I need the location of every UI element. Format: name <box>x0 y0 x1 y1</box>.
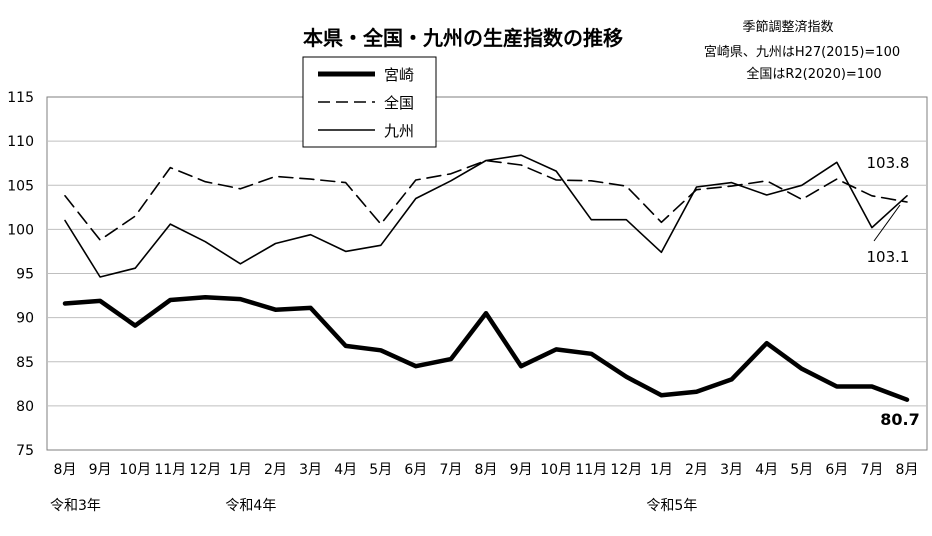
chart-note-2: 宮崎県、九州はH27(2015)=100 <box>704 44 900 60</box>
series-kyushu <box>64 154 908 278</box>
x-tick-label: 2月 <box>685 462 708 478</box>
x-tick-label: 10月 <box>119 462 151 478</box>
x-tick-label: 8月 <box>54 462 77 478</box>
x-tick-label: 5月 <box>369 462 392 478</box>
x-tick-label: 9月 <box>89 462 112 478</box>
x-tick-label: 8月 <box>896 462 919 478</box>
annotation-zenkoku-last: 103.1 <box>867 248 910 266</box>
series-line-kyushu <box>64 154 908 278</box>
gridlines <box>47 140 927 407</box>
y-tick-label: 115 <box>7 90 34 106</box>
x-tick-label: 1月 <box>229 462 252 478</box>
annotation-leader-line <box>873 204 901 242</box>
annotation-kyushu-last: 103.8 <box>867 154 910 172</box>
y-tick-label: 110 <box>7 134 34 150</box>
x-tick-label: 1月 <box>650 462 673 478</box>
legend: 宮崎 全国 九州 <box>302 56 437 148</box>
y-tick-label: 80 <box>16 399 34 415</box>
series-line-miyazaki <box>62 295 910 402</box>
y-tick-label: 100 <box>7 222 34 238</box>
series-miyazaki <box>62 295 910 402</box>
y-tick-label: 95 <box>16 267 34 283</box>
x-tick-label: 9月 <box>510 462 533 478</box>
series-zenkoku <box>64 159 908 241</box>
x-tick-label: 6月 <box>404 462 427 478</box>
era-label: 令和4年 <box>225 498 276 514</box>
x-tick-label: 6月 <box>825 462 848 478</box>
legend-label-kyushu: 九州 <box>384 122 414 140</box>
era-label: 令和3年 <box>50 498 101 514</box>
x-tick-label: 11月 <box>575 462 607 478</box>
x-tick-label: 12月 <box>189 462 221 478</box>
annotations: 103.8 103.1 80.7 <box>867 154 920 429</box>
plot-area <box>46 96 928 451</box>
y-tick-label: 75 <box>16 443 34 459</box>
x-tick-label: 3月 <box>720 462 743 478</box>
era-label: 令和5年 <box>646 498 697 514</box>
x-axis: 8月 9月 10月 11月 12月 1月 2月 3月 4月 5月 6月 7月 8月 9月 10月 11月 12月… <box>54 462 919 478</box>
x-tick-label: 7月 <box>439 462 462 478</box>
chart-note-1: 季節調整済指数 <box>742 19 833 35</box>
x-tick-label: 7月 <box>860 462 883 478</box>
chart-title: 本県・全国・九州の生産指数の推移 <box>303 26 623 50</box>
x-tick-label: 8月 <box>475 462 498 478</box>
y-axis: 75 80 85 90 95 100 105 110 115 <box>7 90 34 459</box>
y-tick-label: 90 <box>16 311 34 327</box>
y-tick-label: 105 <box>7 178 34 194</box>
era-axis: 令和3年 令和4年 令和5年 <box>50 498 697 514</box>
legend-label-zenkoku: 全国 <box>384 94 414 112</box>
x-tick-label: 10月 <box>540 462 572 478</box>
x-tick-label: 12月 <box>610 462 642 478</box>
series-layer <box>62 154 910 402</box>
series-line-zenkoku <box>64 159 908 241</box>
x-tick-label: 5月 <box>790 462 813 478</box>
legend-label-miyazaki: 宮崎 <box>384 66 414 84</box>
chart-note-3: 全国はR2(2020)=100 <box>746 66 881 82</box>
x-tick-label: 4月 <box>755 462 778 478</box>
y-tick-label: 85 <box>16 355 34 371</box>
x-tick-label: 4月 <box>334 462 357 478</box>
x-tick-label: 3月 <box>299 462 322 478</box>
annotation-miyazaki-last: 80.7 <box>880 410 919 429</box>
x-tick-label: 2月 <box>264 462 287 478</box>
x-tick-label: 11月 <box>154 462 186 478</box>
